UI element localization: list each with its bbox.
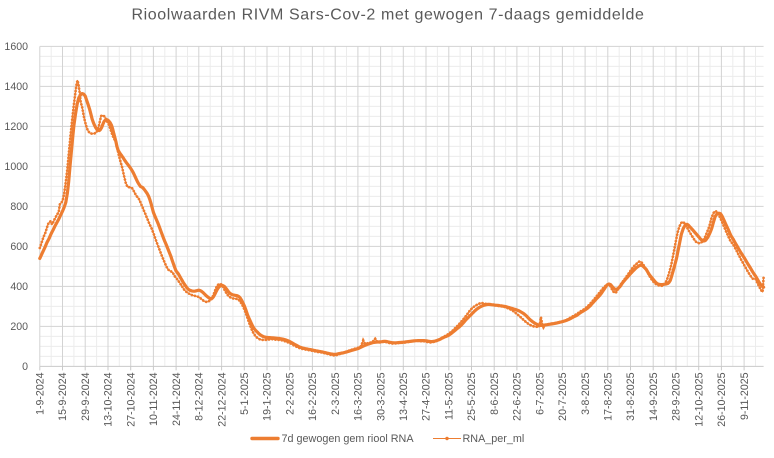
- svg-text:600: 600: [10, 241, 28, 253]
- svg-text:17-8-2025: 17-8-2025: [603, 372, 615, 420]
- svg-text:6-7-2025: 6-7-2025: [534, 372, 546, 415]
- svg-text:0: 0: [22, 361, 28, 373]
- svg-text:31-8-2025: 31-8-2025: [625, 372, 637, 420]
- svg-text:7d gewogen gem riool RNA: 7d gewogen gem riool RNA: [282, 433, 415, 445]
- svg-text:27-10-2024: 27-10-2024: [125, 372, 137, 426]
- svg-text:28-9-2025: 28-9-2025: [671, 372, 683, 420]
- svg-text:400: 400: [10, 281, 28, 293]
- svg-text:12-10-2025: 12-10-2025: [693, 372, 705, 426]
- svg-text:9-11-2025: 9-11-2025: [739, 372, 751, 420]
- svg-text:Rioolwaarden RIVM Sars-Cov-2 m: Rioolwaarden RIVM Sars-Cov-2 met gewogen…: [132, 7, 645, 24]
- svg-text:22-6-2025: 22-6-2025: [512, 372, 524, 420]
- svg-text:26-10-2025: 26-10-2025: [716, 372, 728, 426]
- svg-text:10-11-2024: 10-11-2024: [148, 372, 160, 426]
- svg-text:1400: 1400: [4, 81, 28, 93]
- svg-text:30-3-2025: 30-3-2025: [375, 372, 387, 420]
- svg-text:1000: 1000: [4, 161, 28, 173]
- svg-text:2-2-2025: 2-2-2025: [284, 372, 296, 415]
- svg-text:RNA_per_ml: RNA_per_ml: [463, 433, 525, 445]
- svg-text:800: 800: [10, 201, 28, 213]
- svg-text:11-5-2025: 11-5-2025: [444, 372, 456, 420]
- svg-text:13-10-2024: 13-10-2024: [103, 372, 115, 426]
- svg-text:8-6-2025: 8-6-2025: [489, 372, 501, 415]
- svg-text:20-7-2025: 20-7-2025: [557, 372, 569, 420]
- svg-text:27-4-2025: 27-4-2025: [421, 372, 433, 420]
- svg-text:25-5-2025: 25-5-2025: [466, 372, 478, 420]
- svg-text:8-12-2024: 8-12-2024: [194, 372, 206, 420]
- svg-text:16-3-2025: 16-3-2025: [353, 372, 365, 420]
- svg-text:1600: 1600: [4, 41, 28, 53]
- svg-text:29-9-2024: 29-9-2024: [80, 372, 92, 420]
- svg-text:3-8-2025: 3-8-2025: [580, 372, 592, 415]
- svg-text:2-3-2025: 2-3-2025: [330, 372, 342, 415]
- svg-text:19-1-2025: 19-1-2025: [262, 372, 274, 420]
- svg-text:200: 200: [10, 321, 28, 333]
- svg-text:5-1-2025: 5-1-2025: [239, 372, 251, 415]
- svg-text:24-11-2024: 24-11-2024: [171, 372, 183, 426]
- svg-text:1200: 1200: [4, 121, 28, 133]
- svg-text:13-4-2025: 13-4-2025: [398, 372, 410, 420]
- svg-text:16-2-2025: 16-2-2025: [307, 372, 319, 420]
- svg-text:14-9-2025: 14-9-2025: [648, 372, 660, 420]
- svg-text:15-9-2024: 15-9-2024: [57, 372, 69, 420]
- svg-text:1-9-2024: 1-9-2024: [35, 372, 47, 415]
- svg-text:22-12-2024: 22-12-2024: [216, 372, 228, 426]
